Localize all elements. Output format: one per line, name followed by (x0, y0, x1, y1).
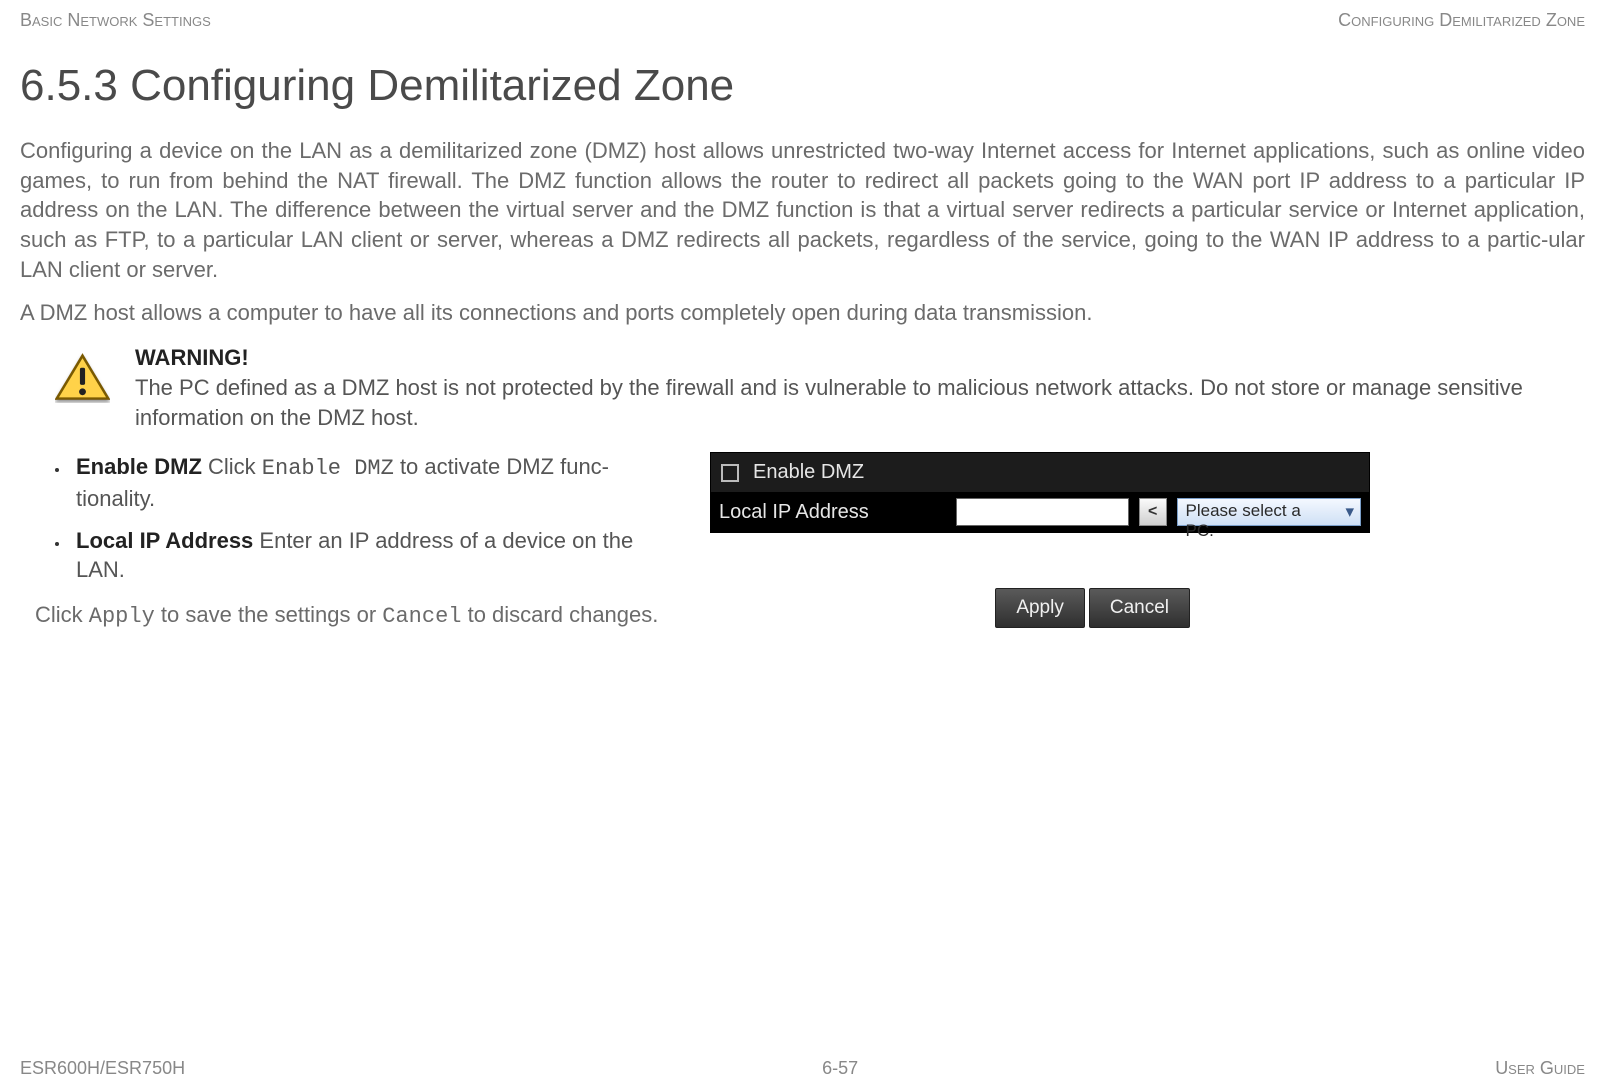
dmz-config-panel: Enable DMZ Local IP Address < Please sel… (710, 452, 1370, 533)
apply-sentence: Click Apply to save the settings or Canc… (35, 600, 680, 632)
page-footer: ESR600H/ESR750H 6-57 User Guide (20, 1058, 1585, 1079)
cancel-button[interactable]: Cancel (1089, 588, 1190, 628)
enable-dmz-label: Enable DMZ (753, 461, 864, 484)
paragraph-1: Configuring a device on the LAN as a dem… (20, 136, 1585, 284)
warning-body: The PC defined as a DMZ host is not prot… (135, 373, 1585, 432)
apply-code1: Apply (89, 604, 155, 629)
pc-select-value: Please select a PC. (1186, 501, 1301, 540)
section-title: 6.5.3 Configuring Demilitarized Zone (20, 61, 1585, 111)
action-buttons: Apply Cancel (710, 588, 1190, 628)
enable-dmz-row[interactable]: Enable DMZ (711, 453, 1369, 492)
footer-left: ESR600H/ESR750H (20, 1058, 185, 1079)
chevron-left-icon: < (1148, 503, 1157, 521)
screenshot-column: Enable DMZ Local IP Address < Please sel… (710, 452, 1370, 631)
local-ip-label: Local IP Address (719, 501, 946, 524)
apply-mid: to save the settings or (155, 602, 382, 627)
page-header: Basic Network Settings Configuring Demil… (20, 10, 1585, 31)
param-enable-pre: Click (202, 454, 262, 479)
warning-icon (55, 353, 110, 408)
warning-text: WARNING! The PC defined as a DMZ host is… (135, 343, 1585, 432)
local-ip-row: Local IP Address < Please select a PC. (711, 492, 1369, 532)
param-local-ip: Local IP Address Enter an IP address of … (70, 526, 680, 585)
header-right: Configuring Demilitarized Zone (1338, 10, 1585, 31)
parameters-column: Enable DMZ Click Enable DMZ to activate … (20, 452, 680, 631)
pc-select-dropdown[interactable]: Please select a PC. (1177, 498, 1361, 526)
param-enable-name: Enable DMZ (76, 454, 202, 479)
enable-dmz-checkbox[interactable] (721, 464, 739, 482)
warning-head: WARNING! (135, 343, 1585, 373)
apply-post: to discard changes. (461, 602, 658, 627)
param-enable-code: Enable DMZ (262, 456, 394, 481)
apply-button[interactable]: Apply (995, 588, 1085, 628)
apply-code2: Cancel (382, 604, 461, 629)
content-row: Enable DMZ Click Enable DMZ to activate … (20, 452, 1585, 631)
header-left: Basic Network Settings (20, 10, 211, 31)
paragraph-2: A DMZ host allows a computer to have all… (20, 298, 1585, 328)
apply-pre: Click (35, 602, 89, 627)
param-localip-name: Local IP Address (76, 528, 253, 553)
local-ip-input[interactable] (956, 498, 1129, 526)
warning-callout: WARNING! The PC defined as a DMZ host is… (55, 343, 1585, 432)
assign-ip-button[interactable]: < (1139, 498, 1167, 526)
param-enable-dmz: Enable DMZ Click Enable DMZ to activate … (70, 452, 680, 513)
footer-right: User Guide (1495, 1058, 1585, 1079)
footer-center: 6-57 (822, 1058, 858, 1079)
